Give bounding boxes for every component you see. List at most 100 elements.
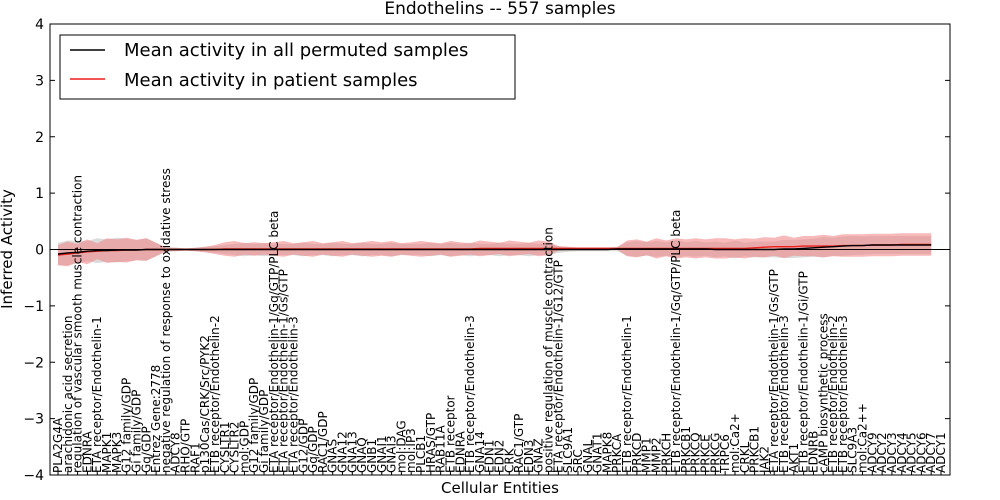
x-tick-label: G12 family/GDP (247, 378, 261, 473)
y-tick-label: −3 (23, 412, 44, 428)
x-tick-label: GNAI3 (385, 435, 399, 473)
y-tick-label: 0 (35, 243, 44, 259)
x-tick-label: regulation of vascular smooth muscle con… (71, 175, 85, 473)
x-tick-label: MMP1 (640, 437, 654, 473)
x-tick-label: G12 family/GDP (120, 378, 134, 473)
x-tick-label: RAC1/GDP (316, 411, 330, 473)
x-tick-label: SRC (571, 449, 585, 473)
x-tick-label: ETA receptor/Endothelin-1/Gq/GTP/PLC bet… (267, 211, 281, 473)
x-tick-label: GNB1 (365, 439, 379, 473)
x-tick-label: ETB receptor/Endothelin-3 (836, 315, 850, 473)
x-tick-label: ETB receptor/Endothelin-2 (826, 315, 840, 473)
x-tick-label: GNA13 (345, 431, 359, 473)
x-tick-label: PRKCQ (689, 432, 703, 473)
x-tick-label: Gq/GDP (306, 426, 320, 473)
x-tick-label: Gq/GDP (139, 426, 153, 473)
x-tick-label: SLC9A3 (846, 427, 860, 473)
x-tick-label: RAB11A (434, 424, 448, 473)
x-tick-label: PRKCB1 (748, 426, 762, 473)
x-tick-label: Gi family/GDP (257, 390, 271, 473)
legend-label-permuted: Mean activity in all permuted samples (124, 40, 468, 61)
x-tick-label: EDNRA (453, 430, 467, 473)
x-tick-label: ETB receptor/Endothelin-1 (620, 315, 634, 473)
x-tick-label: SLC9A1 (561, 427, 575, 473)
x-tick-label: ETA receptor/Endothelin-1/Gs/GTP (767, 269, 781, 473)
x-tick-label: MAPK8 (600, 432, 614, 473)
x-tick-label: ETA receptor/Endothelin-1/G12/GTP (551, 260, 565, 473)
x-tick-label: arachidonic acid secretion (61, 316, 75, 473)
x-axis-label: Cellular Entities (441, 479, 559, 497)
x-tick-label: RAC1/GTP (512, 414, 526, 473)
legend-label-patient: Mean activity in patient samples (124, 70, 418, 91)
x-tick-label: GNA12 (336, 431, 350, 473)
legend: Mean activity in all permuted samples Me… (59, 34, 516, 100)
y-axis: −4 −3 −2 −1 0 1 2 3 4 (23, 17, 950, 484)
x-tick-label: ETB receptor/Endothelin-3 (463, 315, 477, 473)
legend-frame (59, 34, 516, 100)
x-tick-label: ETB receptor/Endothelin-1/Gq/GTP/PLC bet… (669, 210, 683, 473)
x-tick-label: ADCY8 (169, 432, 183, 473)
y-tick-label: 4 (35, 17, 44, 33)
x-tick-label: mol:Ca2++ (856, 403, 870, 473)
y-tick-label: 3 (35, 73, 44, 89)
chart-title: Endothelins -- 557 samples (384, 0, 615, 19)
x-tick-label: ADCY6 (914, 432, 928, 473)
x-tick-label: EDN1 (483, 440, 497, 473)
x-tick-label: GNAQ (355, 437, 369, 473)
x-tick-label: mol:Ca2+ (728, 413, 742, 473)
x-tick-label: TRPC6 (718, 434, 732, 474)
x-tick-label: PLCB1 (414, 435, 428, 473)
x-tick-label: positive regulation of muscle contractio… (542, 227, 556, 473)
x-tick-label: ETB receptor/Endothelin-2 (208, 315, 222, 473)
x-tick-label: GNAS (326, 439, 340, 473)
x-tick-label: PRKCB1 (679, 426, 693, 473)
y-tick-label: 1 (35, 186, 44, 202)
x-tick-label: MMP2 (650, 437, 664, 473)
x-tick-label: CYSLTR2 (228, 422, 242, 473)
x-tick-label: PRKCA (610, 433, 624, 473)
x-tick-label: EDNRA (80, 430, 94, 473)
x-tick-label: Gi family/GDP (130, 390, 144, 473)
x-tick-label: GNAI1 (375, 435, 389, 473)
x-tick-label: ADCY2 (875, 432, 889, 473)
x-tick-label: HRAS/GTP (424, 413, 438, 473)
x-tick-label: mol:DAG (394, 420, 408, 473)
x-tick-label: PRKCE (699, 434, 713, 473)
x-tick-label: GNAT1 (591, 432, 605, 473)
x-tick-label: GNAZ (532, 438, 546, 473)
x-tick-label: ADCY7 (924, 432, 938, 473)
x-tick-label: CYSLTR1 (218, 422, 232, 473)
x-tick-label: ADCY5 (905, 432, 919, 473)
x-tick-label: p130Cas/CRK/Src/PYK2 (198, 335, 212, 473)
x-tick-label: PRKCH (659, 433, 673, 473)
x-tick-label: ETA receptor/Endothelin-1/Gs/GTP (277, 269, 291, 473)
x-tick-label: MAPK1 (100, 432, 114, 473)
x-tick-label: ADCY9 (865, 432, 879, 473)
x-tick-label: mol:IP3 (404, 428, 418, 473)
x-tick-label: ETA receptor/Endothelin-3 (287, 316, 301, 473)
x-tick-label: cAMP biosynthetic process (816, 313, 830, 473)
x-tick-label: ADCY4 (895, 432, 909, 473)
x-tick-label: mol:GDP (237, 421, 251, 473)
x-tick-label: ETB receptor/Endothelin-1/Gi/GTP (797, 271, 811, 473)
x-tick-label: GNA14 (473, 431, 487, 473)
y-tick-label: 2 (35, 130, 44, 146)
x-tick-label: MAPK3 (110, 432, 124, 473)
x-tick-label: EDN2 (493, 440, 507, 473)
x-tick-label: ETB receptor (443, 395, 457, 473)
x-tick-label: AKT1 (787, 443, 801, 473)
y-tick-label: −4 (23, 468, 44, 484)
x-tick-label: RAF1 (188, 442, 202, 473)
x-tick-label: Entrez Gene:2778 (149, 365, 163, 473)
x-tick-label: JAK2 (757, 446, 771, 474)
x-tick-label: ADCY1 (934, 432, 948, 473)
y-tick-label: −1 (23, 299, 44, 315)
x-tick-label: PRKCD (630, 433, 644, 473)
x-tick-label: G12/GDP (296, 419, 310, 473)
x-tick-label: ADCY3 (885, 432, 899, 473)
x-tick-label: RHO/GTP (179, 419, 193, 473)
x-tick-label: CRKL (738, 441, 752, 473)
y-axis-label: Inferred Activity (0, 189, 16, 309)
